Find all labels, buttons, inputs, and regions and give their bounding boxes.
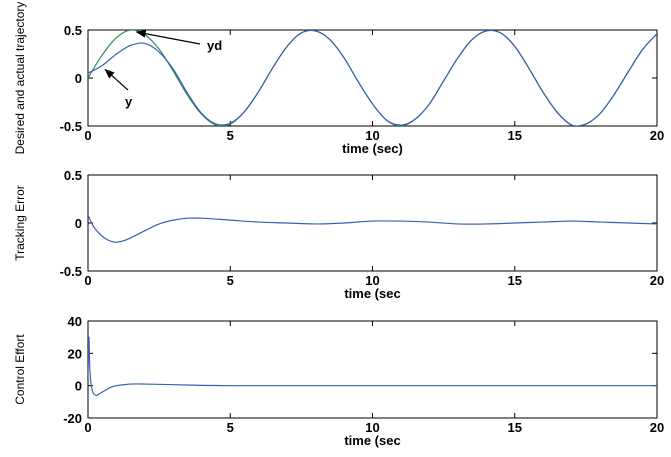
x-tick-label: 0	[84, 273, 91, 288]
x-tick-label: 10	[365, 420, 379, 435]
y-axis-label: Tracking Error	[13, 185, 27, 261]
x-tick-label: 5	[227, 420, 234, 435]
y-axis-label: Control Effort	[13, 334, 27, 405]
series-line-s1	[88, 336, 657, 396]
y-axis-label: Desired and actual trajectory	[13, 2, 27, 155]
y-tick-label: 0	[75, 379, 82, 394]
annotation-label-yd: yd	[207, 38, 222, 53]
y-tick-label: 20	[68, 346, 82, 361]
x-tick-label: 15	[508, 420, 522, 435]
annotation-label-y: y	[125, 94, 133, 109]
y-tick-label: 0.5	[64, 168, 82, 183]
axes-box	[87, 174, 658, 272]
axes-box	[87, 29, 658, 127]
annotation-arrow	[104, 68, 129, 91]
x-axis-label: time (sec)	[342, 141, 403, 156]
x-tick-label: 20	[650, 420, 664, 435]
y-tick-label: 0.5	[64, 23, 82, 38]
y-tick-label: -20	[63, 411, 82, 426]
y-tick-label: 0	[75, 216, 82, 231]
y-tick-label: 0	[75, 71, 82, 86]
x-tick-label: 20	[650, 273, 664, 288]
x-tick-label: 10	[365, 273, 379, 288]
x-tick-label: 20	[650, 128, 664, 143]
x-tick-label: 5	[227, 128, 234, 143]
axes-box	[87, 320, 658, 419]
y-tick-label: -0.5	[60, 264, 82, 279]
x-tick-label: 5	[227, 273, 234, 288]
series-line-y	[88, 30, 657, 126]
x-tick-label: 0	[84, 420, 91, 435]
y-tick-label: 40	[68, 314, 82, 329]
x-tick-label: 0	[84, 128, 91, 143]
annotation-arrow	[135, 29, 201, 45]
x-tick-label: 10	[365, 128, 379, 143]
series-line-s1	[88, 215, 657, 243]
y-tick-label: -0.5	[60, 119, 82, 134]
x-tick-label: 15	[508, 273, 522, 288]
x-tick-label: 15	[508, 128, 522, 143]
x-axis-label: time (sec	[344, 286, 400, 301]
x-axis-label: time (sec	[344, 433, 400, 448]
